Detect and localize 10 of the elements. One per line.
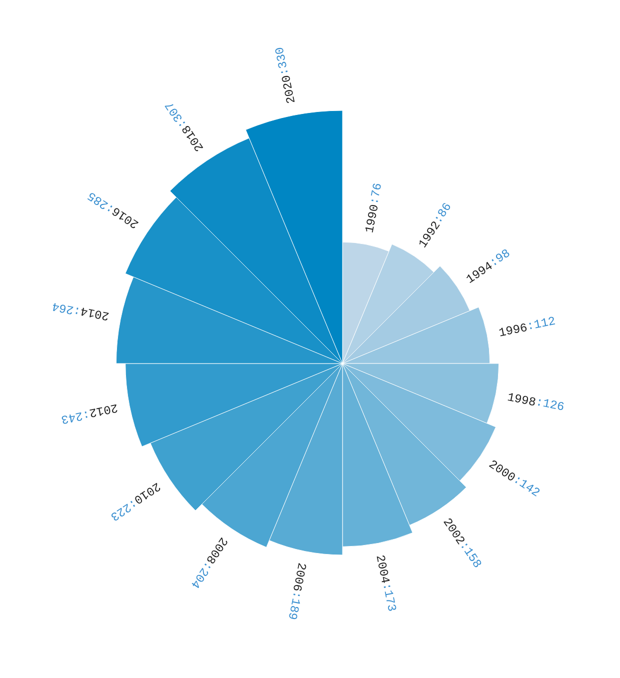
category-label: 2006	[289, 561, 309, 592]
data-label: :264	[50, 298, 82, 318]
data-label: :126	[534, 395, 566, 414]
data-label: :189	[284, 590, 304, 621]
category-label: 2014	[79, 304, 110, 323]
category-label: 2012	[88, 400, 119, 420]
data-label: :76	[367, 182, 386, 206]
category-label: 1990	[362, 203, 382, 234]
category-label: 1998	[506, 390, 537, 410]
data-label: :243	[60, 406, 91, 426]
